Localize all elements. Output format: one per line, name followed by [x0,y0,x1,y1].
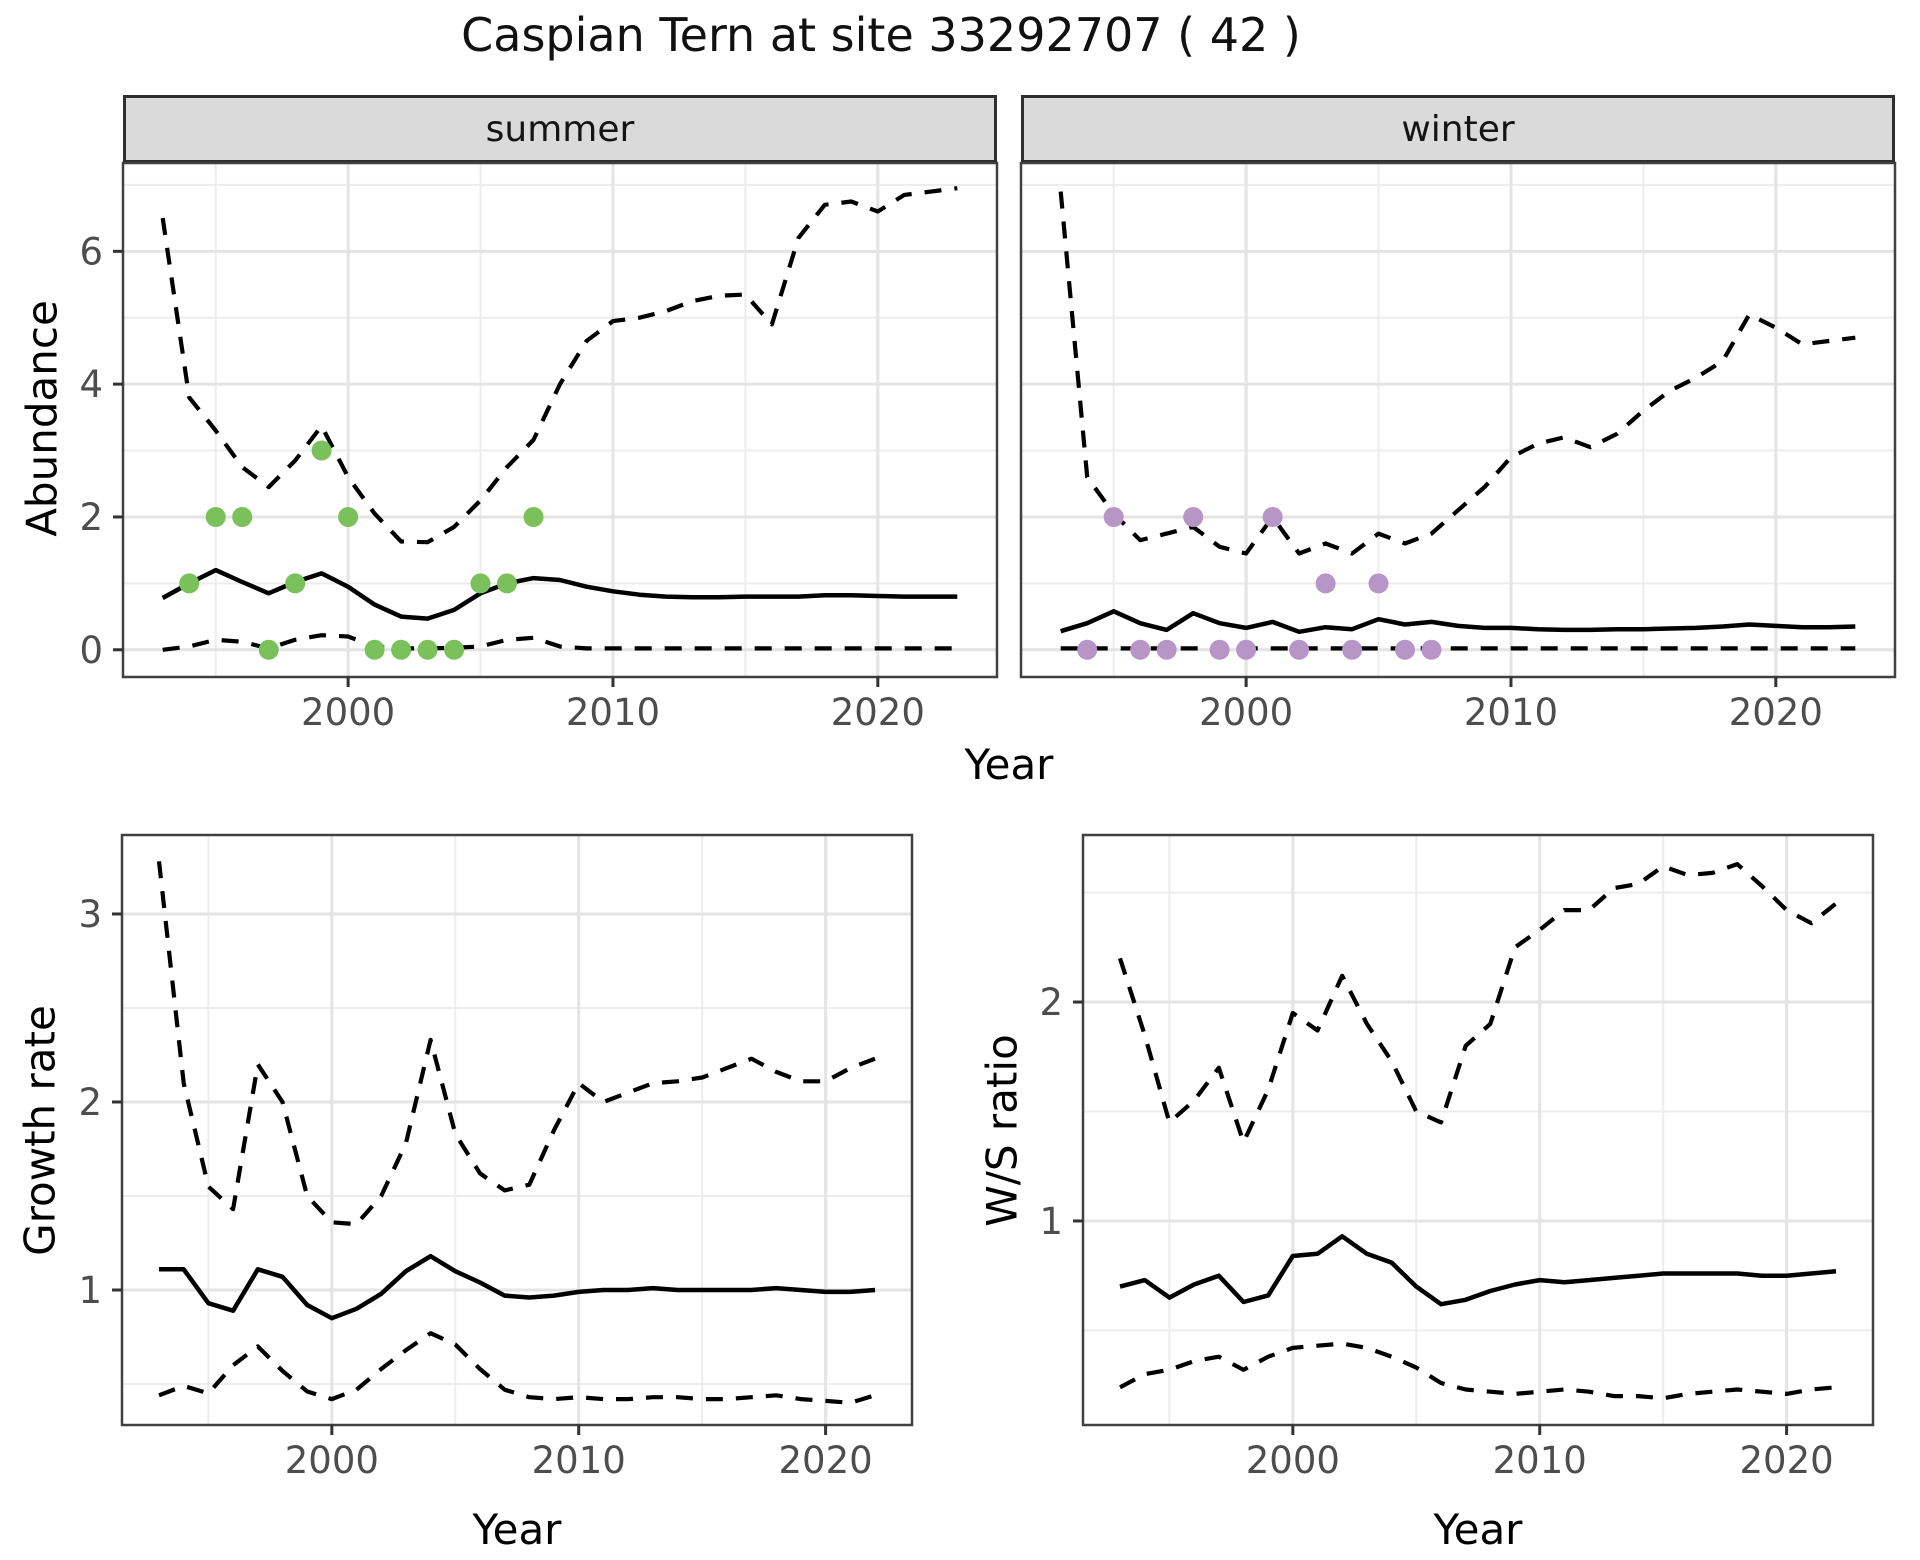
x-tick-label: 2000 [285,1439,379,1482]
upper95-line-growth [156,861,876,1227]
x-tick-label: 2000 [1246,1439,1340,1482]
x-axis-title-year-ws: Year [1433,1505,1523,1554]
panel-summer: 2000 2010 2020 0 2 4 6 [79,161,999,734]
observation-point [258,639,279,660]
observed-counts-summer [179,440,544,660]
y-tick-label: 2 [1039,981,1063,1024]
median-line-growth [159,1253,876,1321]
x-tick-label: 2020 [779,1439,873,1482]
y-tick-label: 6 [79,230,103,273]
observation-point [1395,639,1415,660]
observation-point [470,573,491,594]
x-tick-label: 2010 [532,1439,626,1482]
observation-point [179,573,200,594]
observation-point [1342,639,1363,660]
median-line-ws [1119,1234,1837,1307]
y-tick-label: 1 [78,1269,102,1312]
lower95-line-ws [1119,1341,1837,1401]
observation-point [497,573,517,594]
upper95-line-ws [1118,862,1838,1145]
y-tick-label: 3 [78,893,102,936]
x-tick-label: 2010 [1493,1439,1587,1482]
x-axis-title-year-top: Year [964,740,1054,789]
observation-point [391,639,412,660]
observation-point [1289,639,1310,660]
observation-point [1183,507,1204,527]
panel-winter: 2000 2010 2020 [1019,161,1897,734]
panel-border-growth [120,833,914,1427]
y-tick-label: 1 [1039,1200,1063,1243]
observation-point [1368,573,1389,594]
observation-point [1156,639,1177,660]
observation-point [1315,573,1336,594]
observation-point [1236,639,1257,660]
observation-point [1103,507,1124,527]
observation-point [444,639,465,660]
panel-border-winter [1019,161,1897,679]
observation-point [1421,639,1442,660]
observation-point [285,573,306,594]
observation-point [1209,639,1230,660]
lower95-line-summer [162,633,958,652]
observation-point [232,507,253,527]
y-tick-label: 2 [78,1081,102,1124]
y-tick-label: 2 [79,496,103,539]
x-tick-label: 2020 [1740,1439,1834,1482]
panel-border-summer [121,161,999,679]
upper95-line-summer [160,186,958,545]
facet-strip-label: winter [1401,108,1515,150]
panel-ws: 2000 2010 2020 1 2 [1039,833,1875,1482]
observation-point [311,440,332,461]
observed-counts-winter [1077,507,1442,660]
chart-title: Caspian Tern at site 33292707 ( 42 ) [461,8,1301,62]
x-tick-label: 2020 [1729,691,1823,734]
median-line-winter [1060,609,1856,635]
facet-strip-winter: winter [1021,95,1895,163]
x-axis-title-year-growth: Year [472,1505,562,1554]
observation-point [523,507,544,527]
observation-point [1130,639,1151,660]
x-tick-label: 2020 [831,691,925,734]
observation-point [338,507,359,527]
facet-strip-label: summer [485,108,635,150]
x-tick-label: 2000 [301,691,395,734]
observation-point [364,639,385,660]
panel-growth: 2000 2010 2020 1 2 3 [78,833,914,1482]
x-tick-label: 2000 [1199,691,1293,734]
observation-point [205,507,226,527]
observation-point [1262,507,1283,527]
facet-strip-summer: summer [123,95,997,163]
panel-border-ws [1081,833,1875,1427]
y-tick-label: 4 [79,363,103,406]
x-tick-label: 2010 [1464,691,1558,734]
y-tick-label: 0 [79,629,103,672]
observation-point [1077,639,1098,660]
x-tick-label: 2010 [566,691,660,734]
observation-point [417,639,438,660]
